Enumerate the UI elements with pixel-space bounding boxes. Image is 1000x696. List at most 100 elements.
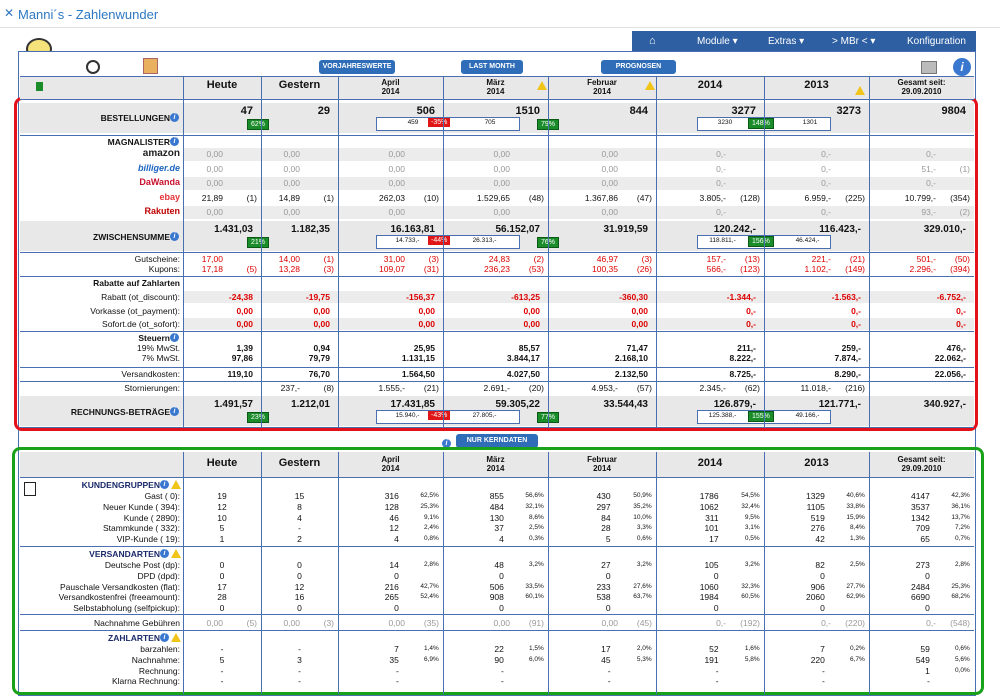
market-value: 0,-	[821, 178, 831, 188]
kupons-value: (123)	[740, 264, 760, 274]
market-value: 0,00	[206, 149, 223, 159]
market-value: (128)	[740, 192, 760, 203]
kundengruppe-row-label: VIP-Kunde ( 19):	[116, 534, 180, 545]
kupons-value: (3)	[323, 264, 334, 274]
kundengruppe-value: 17	[709, 534, 719, 545]
column-header: Heute	[206, 79, 238, 91]
zahlart-value: -	[715, 665, 719, 676]
storno-value: (20)	[528, 383, 544, 393]
grid-line	[656, 76, 657, 427]
kundengruppe-pct: 50,9%	[633, 492, 652, 499]
nav-module[interactable]: Module ▾	[697, 36, 738, 47]
kundengruppe-pct: 3,3%	[636, 524, 652, 532]
zahlart-pct: 5,3%	[636, 655, 652, 663]
app-title: Manni´s - Zahlenwunder	[18, 7, 159, 22]
info-icon[interactable]: i	[953, 58, 971, 76]
market-value: 0,00	[601, 178, 618, 188]
nav-extras[interactable]: Extras ▾	[768, 36, 805, 47]
info-icon[interactable]: i	[160, 549, 169, 558]
refresh-icon[interactable]	[86, 60, 100, 74]
bestellungen-value: 844	[629, 105, 648, 117]
kupons-value: (5)	[246, 264, 257, 274]
kundengruppe-value: 42	[815, 534, 825, 545]
rechnung-value: 1.491,57	[214, 399, 253, 410]
calendar-icon[interactable]	[143, 58, 158, 74]
versandart-pct: 62,9%	[846, 593, 865, 601]
kerndaten-info-icon[interactable]: i	[442, 435, 451, 453]
versandart-pct: 63,7%	[633, 593, 652, 601]
search-doc-icon[interactable]	[24, 482, 36, 496]
storno-value: (21)	[423, 383, 439, 393]
kupons-value: 566,-	[706, 264, 726, 274]
kundengruppe-pct: 35,2%	[633, 502, 652, 510]
value: 0,00	[313, 319, 330, 329]
zahlart-value: 1	[925, 665, 930, 676]
last-month-button[interactable]: LAST MONTH	[461, 60, 523, 74]
zahlart-value: -	[607, 676, 611, 687]
nav-config[interactable]: Konfiguration	[907, 36, 966, 47]
market-value: 10.799,-	[904, 192, 936, 203]
pct-badge: 148%	[748, 118, 774, 129]
nachnahme-value: 0,00	[206, 618, 223, 628]
bestellungen-value: 3273	[836, 105, 861, 117]
value: -360,30	[619, 292, 648, 302]
value: -	[298, 523, 301, 534]
gutscheine-label: Gutscheine:	[134, 254, 180, 264]
nur-kerndaten-button[interactable]: NUR KERNDATEN	[456, 434, 538, 448]
nachnahme-value: (3)	[323, 618, 334, 628]
zahlart-pct: 0,2%	[849, 645, 865, 652]
rabatt-label: Rabatt (ot_discount):	[101, 292, 180, 302]
grid-line	[443, 76, 444, 427]
info-icon[interactable]: i	[170, 333, 179, 342]
gutscheine-value: 24,83	[488, 254, 510, 264]
gutscheine-value: 501,-	[916, 254, 936, 264]
market-value: (48)	[528, 192, 544, 203]
market-value: 0,-	[926, 178, 936, 188]
market-value: (354)	[950, 192, 970, 203]
value: 0,00	[631, 319, 648, 329]
storno-value: 2.345,-	[699, 383, 726, 393]
pct-badge: -43%	[428, 411, 451, 420]
grid-line	[20, 614, 974, 615]
market-value: (10)	[423, 192, 439, 203]
kundengruppe-value: 12	[389, 523, 399, 534]
home-icon[interactable]: ⌂	[649, 35, 656, 47]
zahlart-row-label: Klarna Rechnung:	[111, 676, 180, 687]
grid-line	[443, 452, 444, 694]
vorjahreswerte-button[interactable]: VORJAHRESWERTE	[319, 60, 395, 74]
zahlart-value: 17	[601, 644, 611, 654]
market-value: 0,00	[206, 207, 223, 217]
info-icon[interactable]: i	[160, 480, 169, 489]
compare-value: 26.313,-	[472, 237, 497, 244]
info-icon[interactable]: i	[170, 407, 179, 416]
info-icon[interactable]: i	[170, 232, 179, 241]
filter-icon[interactable]	[36, 82, 43, 91]
compare-value: 27.805,-	[472, 412, 497, 419]
prognosen-button[interactable]: PROGNOSEN	[601, 60, 676, 74]
nav-mbr[interactable]: > MBr < ▾	[832, 36, 876, 47]
kundengruppe-pct: 42,3%	[951, 492, 970, 499]
gutscheine-value: (21)	[849, 254, 865, 264]
info-icon[interactable]: i	[170, 137, 179, 146]
kundengruppe-value: 65	[920, 534, 930, 545]
marketplace-logo: billiger.de	[137, 162, 180, 173]
value: 0,00	[236, 305, 253, 316]
kundengruppe-value: 128	[384, 501, 399, 512]
info-icon[interactable]: i	[160, 633, 169, 642]
column-header: 2014	[697, 79, 723, 91]
kundengruppe-value: 101	[704, 523, 719, 534]
nachnahme-value: 0,-	[821, 618, 831, 628]
zwischensumme-value: 329.010,-	[923, 224, 966, 235]
storno-value: 237,-	[280, 383, 300, 393]
nachnahme-value: (45)	[636, 618, 652, 628]
info-icon[interactable]: i	[170, 113, 179, 122]
pct-badge: -35%	[428, 118, 451, 127]
versandart-value: 0	[820, 603, 825, 614]
nachnahme-value: (548)	[950, 618, 970, 628]
value: 0,-	[746, 319, 756, 329]
bestellungen-value: 506	[416, 105, 435, 117]
print-icon[interactable]	[921, 61, 937, 74]
value: 0,-	[746, 305, 756, 316]
value: 0	[219, 560, 225, 570]
market-value: 0,00	[493, 149, 510, 159]
